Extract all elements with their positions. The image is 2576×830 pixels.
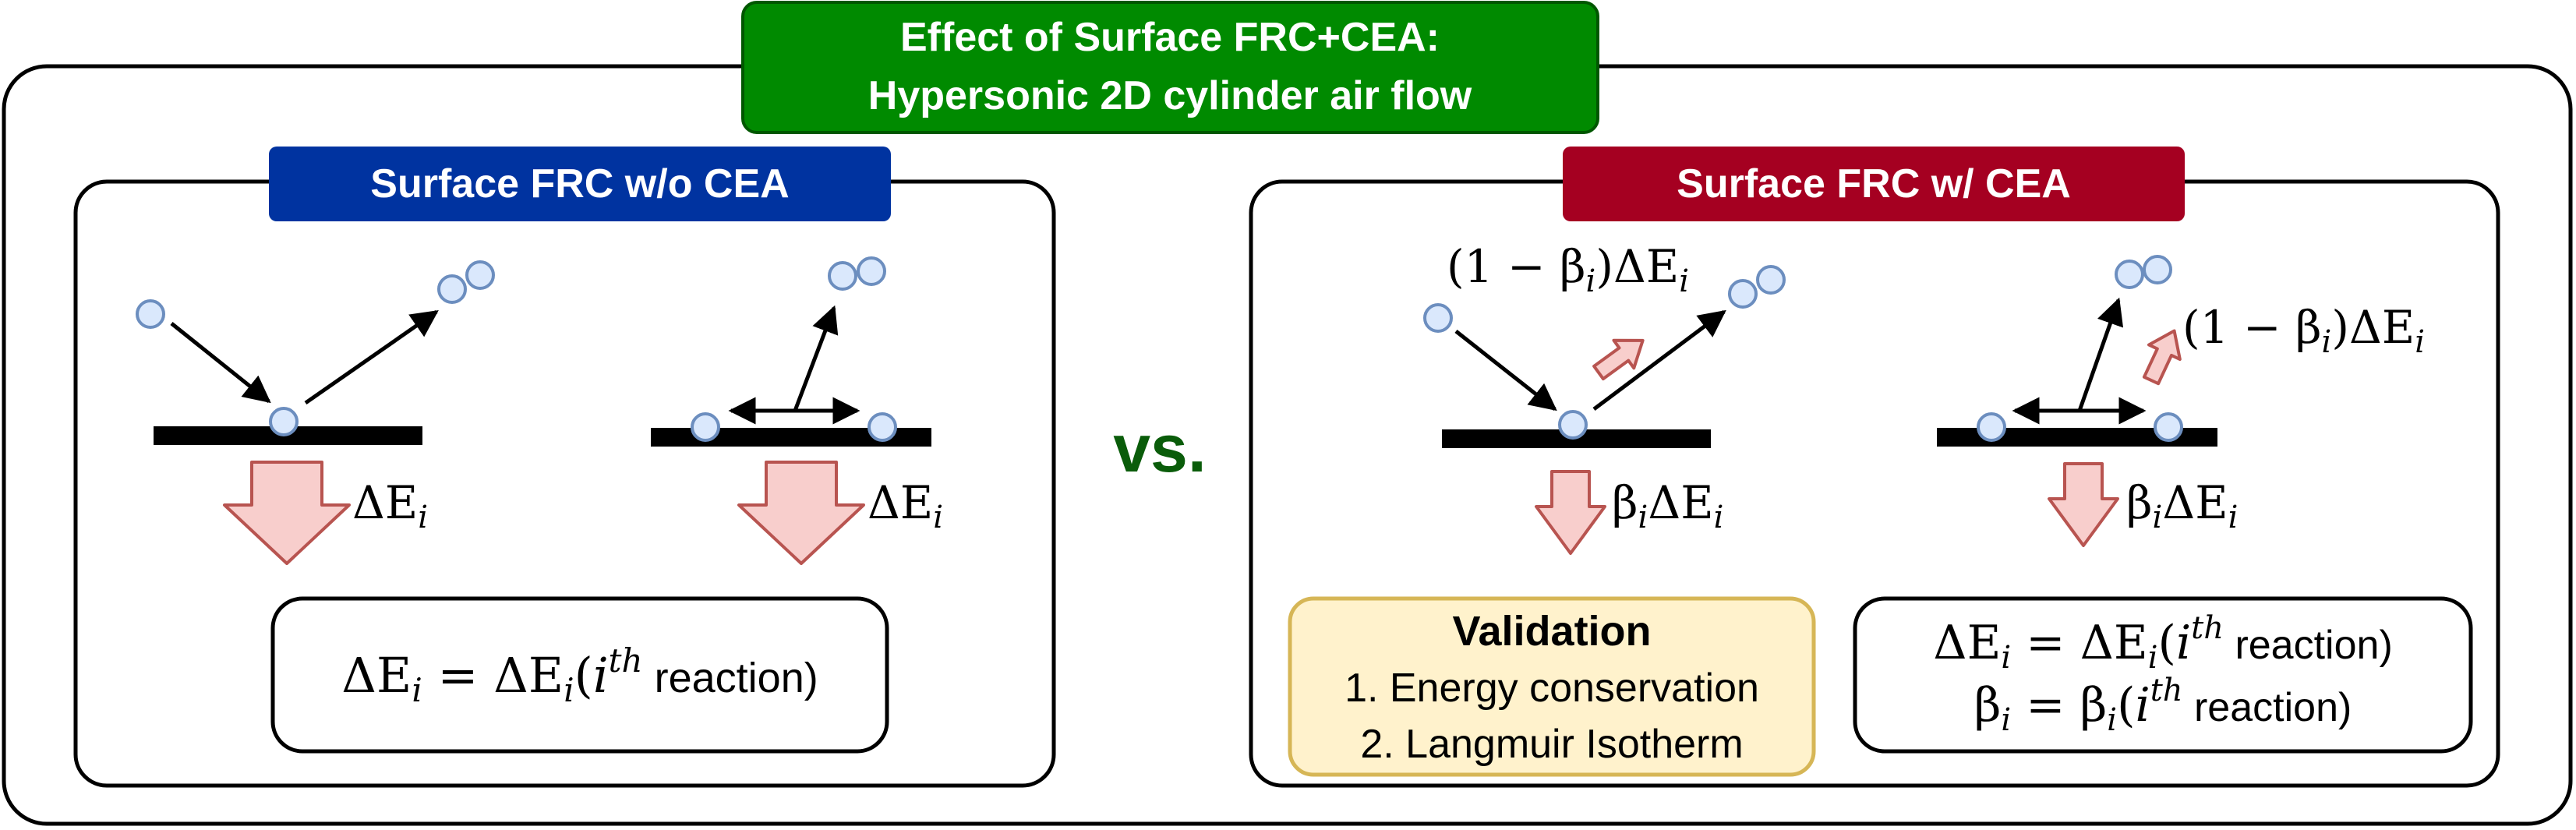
validation-item: 1. Energy conservation: [1345, 666, 1759, 711]
particle: [2154, 412, 2183, 442]
released-energy-label: (1 − βi)ΔEi: [1447, 240, 1689, 299]
particle: [868, 412, 897, 442]
particle: [136, 299, 165, 329]
right-diagram-recombination: (1 − βi)ΔEi βiΔEi: [1937, 255, 2425, 547]
energy-label: ΔEi: [352, 476, 428, 535]
particle: [2143, 255, 2172, 284]
particle: [1977, 412, 2006, 442]
particle: [2115, 260, 2144, 289]
validation-item: 2. Langmuir Isotherm: [1360, 722, 1743, 767]
particle: [1423, 303, 1453, 333]
svg-text:Surface FRC w/o CEA: Surface FRC w/o CEA: [370, 161, 789, 207]
svg-text:ΔEi = ΔEi(ith reaction): ΔEi = ΔEi(ith reaction): [1933, 610, 2393, 676]
right-formula-box: ΔEi = ΔEi(ith reaction) βi = βi(ith reac…: [1853, 596, 2473, 754]
right-diagram-adsorption: (1 − βi)ΔEi βiΔEi: [1423, 240, 1786, 555]
vs-label: vs.: [1113, 411, 1207, 486]
header-box: Effect of Surface FRC+CEA: Hypersonic 2D…: [741, 1, 1599, 134]
energy-label: ΔEi: [868, 476, 943, 535]
particle: [1756, 265, 1786, 295]
particle: [828, 261, 857, 291]
right-panel-title: Surface FRC w/ CEA: [1563, 147, 2185, 221]
particle: [465, 260, 495, 290]
left-diagram-recombination: ΔEi: [651, 256, 943, 565]
particle: [691, 412, 720, 442]
header-line1: Effect of Surface FRC+CEA:: [900, 15, 1440, 60]
validation-box: Validation 1. Energy conservation 2. Lan…: [1288, 596, 1816, 777]
particle: [857, 256, 886, 286]
particle: [1728, 279, 1758, 309]
header-line2: Hypersonic 2D cylinder air flow: [868, 73, 1472, 118]
svg-text:ΔEi = ΔEi(ith reaction): ΔEi = ΔEi(ith reaction): [341, 641, 818, 709]
svg-text:βi = βi(ith reaction): βi = βi(ith reaction): [1974, 673, 2352, 738]
released-energy-label: (1 − βi)ΔEi: [2182, 301, 2425, 360]
validation-title: Validation: [1452, 608, 1651, 655]
particle: [269, 407, 299, 436]
deposited-energy-label: βiΔEi: [2126, 476, 2238, 535]
particle: [437, 274, 467, 304]
left-diagram-adsorption: ΔEi: [136, 260, 495, 565]
particle: [1558, 410, 1588, 440]
svg-text:Surface FRC w/ CEA: Surface FRC w/ CEA: [1677, 161, 2071, 207]
left-formula-box: ΔEi = ΔEi(ith reaction): [270, 596, 889, 754]
left-panel-title: Surface FRC w/o CEA: [269, 147, 891, 221]
deposited-energy-label: βiΔEi: [1612, 476, 1723, 535]
